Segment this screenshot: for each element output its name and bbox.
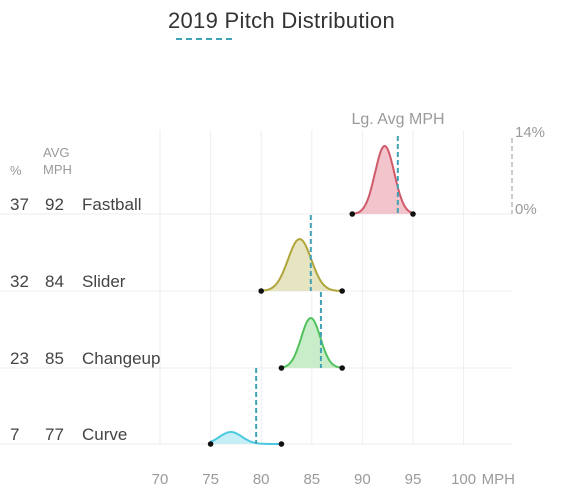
pitch-row-slider: 32 84 Slider xyxy=(10,215,345,294)
avg-header-line1: AVG xyxy=(43,145,70,160)
pct-value: 37 xyxy=(10,195,29,214)
min-dot xyxy=(207,441,214,447)
density-line xyxy=(210,431,282,445)
x-tick-90: 90 xyxy=(354,471,371,488)
x-tick-70: 70 xyxy=(152,471,169,488)
x-tick-75: 75 xyxy=(202,471,219,488)
pitch-row-changeup: 23 85 Changeup xyxy=(10,292,345,371)
max-dot xyxy=(339,288,345,294)
pct-value: 23 xyxy=(10,349,29,368)
min-dot xyxy=(258,288,265,294)
max-dot xyxy=(410,211,416,217)
lg-avg-legend: Lg. Avg MPH xyxy=(351,111,444,128)
grid-lines xyxy=(0,130,512,445)
x-tick-95: 95 xyxy=(405,471,422,488)
scale-top-label: 14% xyxy=(515,124,545,141)
density-scale: 14% 0% xyxy=(511,124,545,218)
min-dot xyxy=(278,365,285,371)
x-tick-100: 100 xyxy=(451,471,476,488)
pct-header: % xyxy=(10,163,22,178)
density-area xyxy=(261,239,343,291)
pitch-row-curve: 7 77 Curve xyxy=(10,368,285,447)
x-tick-85: 85 xyxy=(303,471,320,488)
max-dot xyxy=(339,365,345,371)
avg-value: 85 xyxy=(45,349,64,368)
pct-value: 32 xyxy=(10,272,29,291)
chart-title: 2019 Pitch Distribution xyxy=(167,8,396,33)
min-dot xyxy=(349,211,356,217)
density-area xyxy=(281,318,343,368)
scale-bottom-label: 0% xyxy=(515,201,537,218)
density-line xyxy=(261,238,343,292)
avg-header-line2: MPH xyxy=(43,162,72,177)
pitch-name: Fastball xyxy=(82,195,142,214)
avg-value: 77 xyxy=(45,425,64,444)
x-tick-80: 80 xyxy=(253,471,270,488)
density-line xyxy=(352,144,414,215)
max-dot xyxy=(278,441,285,447)
pitch-name: Changeup xyxy=(82,349,160,368)
density-area xyxy=(210,432,282,444)
pitch-row-fastball: 37 92 Fastball xyxy=(10,136,416,217)
pct-value: 7 xyxy=(10,425,19,444)
avg-value: 92 xyxy=(45,195,64,214)
density-line xyxy=(281,316,343,369)
x-axis: 70 75 80 85 90 95 100 MPH xyxy=(152,471,515,488)
title-underline-dash xyxy=(176,38,232,40)
avg-value: 84 xyxy=(45,272,64,291)
pitch-name: Slider xyxy=(82,272,126,291)
x-unit-label: MPH xyxy=(482,471,515,488)
pitch-name: Curve xyxy=(82,425,127,444)
